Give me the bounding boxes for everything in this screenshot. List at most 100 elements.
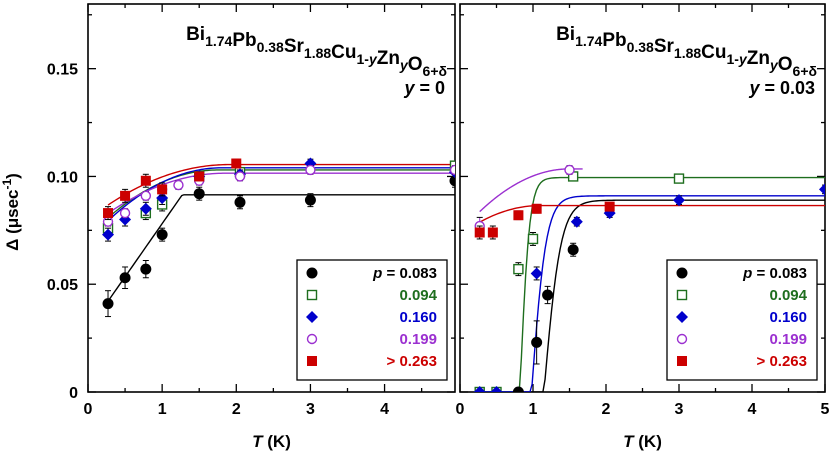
data-point-0263 bbox=[513, 210, 524, 221]
legend-label: > 0.263 bbox=[757, 353, 807, 370]
legend-label: 0.199 bbox=[399, 331, 437, 348]
legend: p = 0.083 0.094 0.160 0.199 > 0.263 bbox=[666, 259, 818, 381]
legend-label: 0.199 bbox=[769, 331, 807, 348]
y-tick-label: 0.15 bbox=[47, 62, 78, 79]
data-point-0199 bbox=[119, 207, 131, 219]
legend-marker-0160 bbox=[676, 311, 688, 323]
x-tick-label: 1 bbox=[158, 401, 167, 418]
data-point-0083 bbox=[567, 244, 579, 256]
data-point-0263 bbox=[231, 158, 242, 169]
data-point-0094 bbox=[673, 173, 685, 184]
y-axis-title: Δ (μsec-1) bbox=[0, 173, 22, 251]
legend-marker-0083 bbox=[306, 267, 318, 279]
data-point-0083 bbox=[234, 196, 246, 208]
legend-marker-0094 bbox=[306, 289, 318, 301]
fit-curve-0263 bbox=[107, 163, 455, 206]
data-point-0160 bbox=[102, 228, 115, 241]
panel-label: y = 0 bbox=[403, 78, 445, 98]
data-layer bbox=[102, 157, 455, 318]
data-point-0083 bbox=[193, 188, 205, 200]
data-point-0083 bbox=[102, 298, 114, 310]
legend-marker-0199 bbox=[676, 333, 688, 345]
x-tick-label: 0 bbox=[456, 401, 465, 418]
x-axis-title: T (K) bbox=[623, 432, 662, 451]
data-point-0263 bbox=[157, 184, 168, 195]
x-tick-label: 1 bbox=[529, 401, 538, 418]
data-point-0083 bbox=[304, 194, 316, 206]
legend-marker-0263 bbox=[677, 356, 687, 366]
y-tick-label: 0.05 bbox=[47, 277, 78, 294]
data-point-0083 bbox=[140, 263, 152, 275]
data-point-0199 bbox=[173, 179, 184, 191]
panel-2: 0 1 2 3 4 5 T (K) Bi1.74Pb0.38Sr1.88Cu1-yZnyO6+… bbox=[456, 3, 830, 451]
data-point-0160 bbox=[473, 386, 486, 392]
legend-marker-0160 bbox=[306, 311, 318, 323]
legend-label: p = 0.083 bbox=[372, 265, 437, 282]
y-tick-label: 0.10 bbox=[47, 169, 78, 186]
data-point-0160 bbox=[819, 183, 825, 196]
data-point-0083 bbox=[531, 336, 543, 348]
data-point-0199 bbox=[305, 164, 316, 176]
legend-label: 0.094 bbox=[399, 287, 437, 304]
data-point-0160 bbox=[139, 202, 152, 215]
data-point-0263 bbox=[531, 203, 542, 214]
data-point-0083 bbox=[119, 272, 131, 284]
x-tick-label: 2 bbox=[232, 401, 241, 418]
x-tick-label: 0 bbox=[84, 401, 93, 418]
data-point-0199 bbox=[234, 171, 246, 182]
fit-curve-0160 bbox=[480, 195, 825, 392]
data-layer bbox=[473, 164, 825, 392]
x-tick-label: 5 bbox=[821, 401, 830, 418]
x-tick-label: 3 bbox=[675, 401, 684, 418]
data-point-0083 bbox=[449, 175, 455, 187]
legend-marker-0199 bbox=[306, 333, 318, 345]
data-point-0094 bbox=[513, 263, 524, 275]
legend-label: p = 0.083 bbox=[742, 265, 807, 282]
data-point-0083 bbox=[156, 229, 168, 241]
panel-1: 0 1 2 3 4 0 0.05 0.10 0.15 T (K) Δ (μsec-1) Bi1.74P… bbox=[0, 3, 456, 451]
fit-curve-0083 bbox=[480, 199, 825, 392]
legend-box bbox=[666, 259, 818, 381]
data-point-0199 bbox=[449, 164, 455, 176]
legend-marker-0083 bbox=[676, 267, 688, 279]
data-point-0263 bbox=[140, 175, 151, 186]
data-point-0263 bbox=[120, 190, 131, 201]
fit-curve-0160 bbox=[107, 167, 455, 222]
chart-title: Bi1.74Pb0.38Sr1.88Cu1-yZnyO6+δ bbox=[556, 24, 817, 79]
panel-label: y = 0.03 bbox=[748, 78, 815, 98]
plot-frame bbox=[87, 3, 456, 393]
legend-label: 0.160 bbox=[399, 309, 437, 326]
fit-curve-0199 bbox=[107, 172, 455, 214]
x-tick-label: 3 bbox=[306, 401, 315, 418]
x-axis-title: T (K) bbox=[252, 432, 291, 451]
fit-curve-0094 bbox=[480, 176, 825, 392]
data-point-0160 bbox=[530, 267, 543, 280]
data-point-0160 bbox=[156, 192, 169, 204]
data-point-0094 bbox=[527, 233, 539, 245]
legend-label: > 0.263 bbox=[387, 353, 437, 370]
data-point-0160 bbox=[673, 194, 685, 207]
legend-label: 0.160 bbox=[769, 309, 807, 326]
data-point-0263 bbox=[604, 201, 615, 212]
data-point-0263 bbox=[474, 227, 485, 238]
legend: p = 0.083 0.094 0.160 0.199 > 0.263 bbox=[296, 259, 448, 381]
x-tick-label: 4 bbox=[748, 401, 757, 418]
x-tick-label: 4 bbox=[380, 401, 389, 418]
data-point-0263 bbox=[103, 208, 114, 219]
y-tick-label: 0 bbox=[69, 385, 78, 402]
legend-marker-0094 bbox=[676, 289, 688, 301]
data-point-0263 bbox=[194, 171, 205, 182]
chart-title: Bi1.74Pb0.38Sr1.88Cu1-yZnyO6+δ bbox=[186, 24, 447, 79]
legend-label: 0.094 bbox=[769, 287, 807, 304]
fit-curve-0083 bbox=[107, 194, 455, 302]
data-point-0083 bbox=[542, 289, 554, 301]
data-point-0199 bbox=[140, 190, 152, 202]
data-point-0263 bbox=[487, 227, 498, 238]
data-point-0199 bbox=[564, 164, 575, 176]
legend-marker-0263 bbox=[307, 356, 317, 366]
data-point-0160 bbox=[490, 386, 503, 392]
data-point-0083 bbox=[512, 386, 524, 392]
legend-box bbox=[296, 259, 448, 381]
data-point-0160 bbox=[570, 215, 583, 228]
